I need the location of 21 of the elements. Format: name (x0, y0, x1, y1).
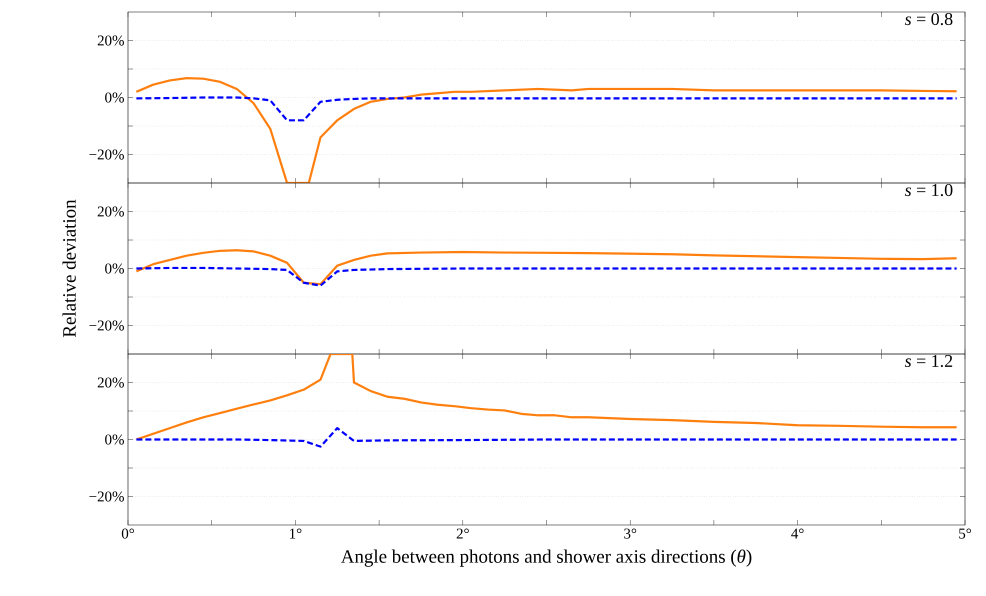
x-tick-label: 5° (959, 528, 972, 539)
y-tick-label: 0% (105, 92, 124, 103)
y-tick-label: 0% (105, 263, 124, 274)
x-tick-label: 4° (791, 528, 804, 538)
y-tick-label: 0% (105, 434, 124, 445)
x-tick-label: 2° (456, 528, 469, 538)
y-tick-label: −20% (89, 149, 124, 160)
chart-title: s = 1.2 (904, 354, 952, 368)
y-tick-label: 20% (98, 35, 124, 46)
x-axis-title: Angle between photons and shower axis directions (θ) (340, 549, 752, 567)
x-tick-label: 1° (290, 528, 302, 538)
line-series (135, 354, 958, 441)
chart-title: s = 0.8 (904, 12, 952, 26)
x-tick-label: 3° (624, 528, 636, 539)
y-tick-label: −20% (89, 491, 124, 502)
y-tick-label: −20% (89, 320, 124, 331)
x-tick-label: 0° (122, 528, 134, 539)
y-tick-label: 20% (98, 206, 124, 217)
chart-title: s = 1.0 (904, 184, 952, 196)
y-tick-label: 20% (98, 377, 124, 388)
y-axis-title: Relative deviation (62, 200, 76, 338)
